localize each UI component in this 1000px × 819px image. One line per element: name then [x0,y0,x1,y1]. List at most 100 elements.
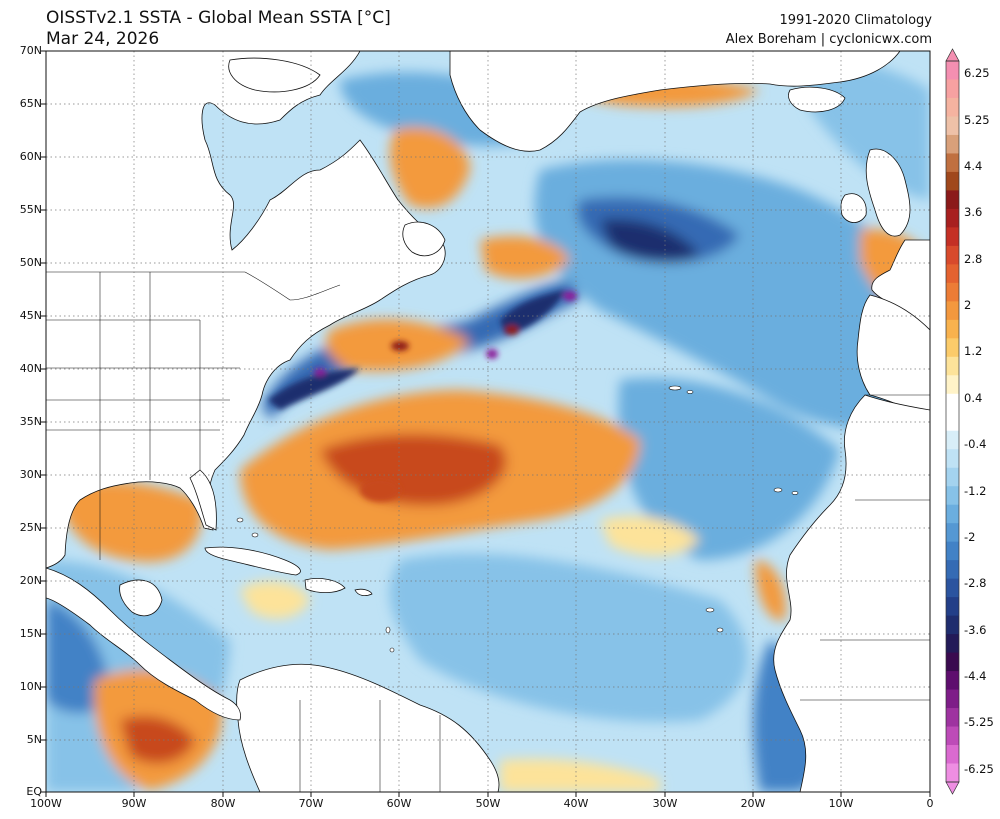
warm-anomaly-core [360,478,400,502]
colorbar-swatch [946,356,959,376]
lon-label: 70W [298,797,324,810]
colorbar-swatch [946,763,959,783]
colorbar-swatch [946,116,959,136]
colorbar-label: 4.4 [964,159,983,173]
hispaniola-land [304,578,346,594]
lon-label: 100W [30,797,62,810]
lon-label: 50W [475,797,501,810]
colorbar-frame [945,60,960,783]
colorbar-swatch [946,615,959,635]
iceland-land [788,86,846,113]
warm-anomaly-region [480,236,570,279]
colorbar-label: -2.8 [964,576,987,590]
colorbar-swatch [946,227,959,247]
north-america-land [46,51,446,569]
colorbar-swatch [946,449,959,469]
colorbar-swatch [946,338,959,358]
british-isles-land [865,148,911,237]
colorbar-swatch [946,79,959,99]
colorbar-label: 5.25 [964,113,990,127]
cool-anomaly-region [618,378,840,560]
colorbar-label: 1.2 [964,344,983,358]
political-boundaries [46,271,930,792]
lat-label: 30N [19,468,42,481]
extreme-warm-spot [505,325,519,335]
colorbar-swatch [946,61,959,81]
lat-label: 35N [19,415,42,428]
warm-anomaly-region [120,716,195,764]
colorbar-label: -5.25 [964,715,994,729]
canary-island [791,491,799,495]
cool-anomaly-core [268,368,360,410]
lat-label: 60N [19,150,42,163]
warm-anomaly-region [390,127,470,209]
graticule [46,51,930,792]
warm-anomaly-region [500,758,660,792]
lat-label: 45N [19,309,42,322]
colorbar-label: -3.6 [964,623,987,637]
colorbar-swatch [946,652,959,672]
state-borders [46,272,240,560]
colorbar-label: 0.4 [964,391,983,405]
colorbar-label: -6.25 [964,762,994,776]
cool-anomaly-region [46,600,110,714]
colorbar-swatch [946,578,959,598]
central-america-land [46,567,241,721]
extreme-cold-spot [314,368,326,376]
lon-label: 90W [121,797,147,810]
warm-anomaly-region [240,581,310,619]
colorbar-label: -1.2 [964,484,987,498]
lat-label: EQ [26,785,42,798]
azores-island [668,385,682,391]
colorbar-swatch [946,208,959,228]
lesser-antilles-island [389,647,395,653]
lat-label: 50N [19,256,42,269]
colorbar-swatch [946,634,959,654]
cape-verde-island [705,607,715,613]
colorbar-swatch [946,541,959,561]
colorbar-label: -4.4 [964,669,987,683]
azores-island [686,390,694,394]
warm-anomaly-region [60,481,202,562]
map-date: Mar 24, 2026 [46,29,160,49]
colorbar-swatch [946,375,959,395]
lat-label: 10N [19,680,42,693]
colorbar-swatch [946,282,959,302]
greenland-land [449,51,901,152]
lat-label: 15N [19,627,42,640]
us-canada-border [244,271,341,301]
canary-island [773,487,783,493]
lon-label: 80W [210,797,236,810]
ssta-field [46,51,930,792]
land-masses [46,51,930,792]
colorbar-label: 3.6 [964,205,983,219]
colorbar-swatch [946,264,959,284]
colorbar-label: 2.8 [964,252,983,266]
axis-ticks [41,50,931,797]
africa-land [773,394,930,792]
south-america-borders [299,700,441,792]
colorbar-swatch [946,171,959,192]
extreme-cold-spot [486,349,498,359]
ireland-land [840,193,867,223]
warm-anomaly-region [600,516,700,556]
colorbar-label: 6.25 [964,66,990,80]
lon-label: 30W [652,797,678,810]
colorbar-swatch [946,430,959,450]
cool-anomaly-core [500,290,565,335]
colorbar-swatch [946,560,959,580]
map-title: OISSTv2.1 SSTA - Global Mean SSTA [°C] M… [46,8,391,50]
colorbar-swatch [946,134,959,155]
colorbar-swatch [946,412,959,432]
extreme-cold-spot [563,291,577,301]
colorbar-swatch [946,153,959,173]
author-credit: Alex Boreham | cyclonicwx.com [725,32,932,47]
lat-label: 40N [19,362,42,375]
puerto-rico-land [354,588,373,597]
colorbar-swatch [946,597,959,617]
colorbar-label: 2 [964,298,972,312]
africa-borders [800,394,930,701]
lesser-antilles-island [385,626,391,634]
south-america-land [236,663,500,792]
